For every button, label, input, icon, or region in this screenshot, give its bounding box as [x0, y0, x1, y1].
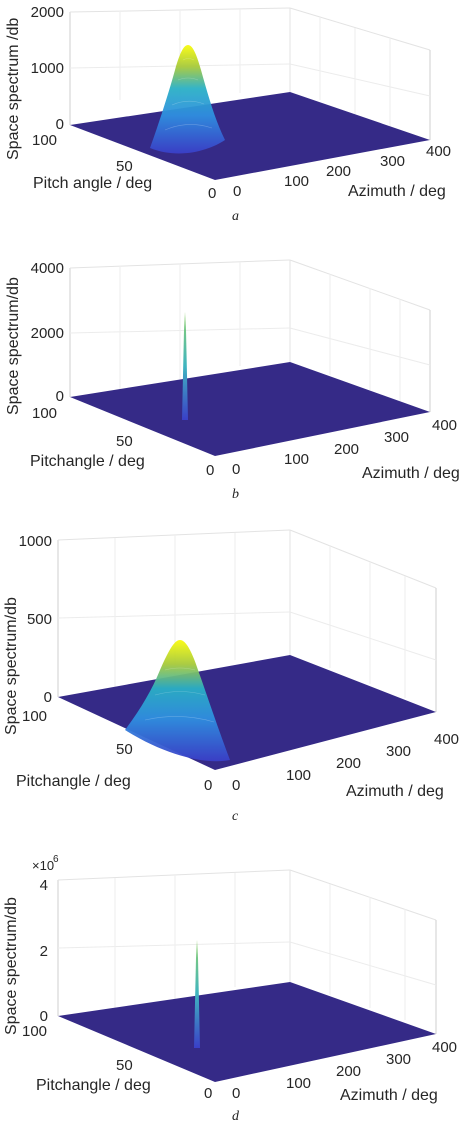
panel-d-ytick-100: 100	[22, 1023, 47, 1040]
panel-a-floor	[70, 92, 430, 180]
panel-a-ztick-2000: 2000	[31, 4, 64, 21]
panel-a-xtick-300: 300	[380, 153, 405, 170]
panel-b-ztick-0: 0	[56, 388, 64, 405]
panel-d-exponent-base: ×10	[32, 858, 54, 873]
panel-c-box	[57, 529, 437, 712]
panel-c-peak-mesh	[144, 667, 215, 723]
panel-b-box	[69, 259, 431, 412]
panel-c-ztick-0: 0	[44, 689, 52, 706]
panel-a: 2000 1000 0 100 50 0 0 100 200 300 400 S…	[5, 4, 451, 224]
panel-a-xtick-100: 100	[284, 173, 309, 190]
panel-a-ytick-50: 50	[116, 158, 133, 175]
panel-c-xtick-200: 200	[336, 755, 361, 772]
panel-b-ytick-100: 100	[32, 405, 57, 422]
panel-d-xtick-0: 0	[232, 1085, 240, 1102]
panel-b: 4000 2000 0 100 50 0 0 100 200 300 400 S…	[5, 259, 460, 502]
panel-a-ztick-1000: 1000	[31, 60, 64, 77]
panel-c-ytick-50: 50	[116, 741, 133, 758]
panel-b-caption: b	[232, 487, 239, 502]
panel-c-peak	[125, 640, 230, 762]
panel-b-xtick-300: 300	[384, 429, 409, 446]
panel-c-floor	[58, 655, 436, 770]
panel-a-ylabel: Pitch angle / deg	[33, 175, 152, 192]
panel-d-ztick-2: 2	[40, 943, 48, 960]
panel-d-xtick-200: 200	[336, 1063, 361, 1080]
panel-c-xtick-300: 300	[386, 743, 411, 760]
panel-b-xtick-400: 400	[432, 417, 457, 434]
panel-a-peak-mesh	[164, 58, 213, 131]
panel-d-ytick-0: 0	[204, 1085, 212, 1102]
panel-d-xtick-300: 300	[386, 1051, 411, 1068]
panel-d-xlabel: Azimuth / deg	[340, 1087, 438, 1104]
panel-a-caption: a	[232, 209, 239, 224]
panel-a-xlabel: Azimuth / deg	[348, 183, 446, 200]
panel-d-zlabel: Space spectrum/db	[3, 897, 20, 1035]
panel-d-ztick-4: 4	[40, 877, 48, 894]
panel-b-xtick-0: 0	[232, 461, 240, 478]
panel-a-ytick-0: 0	[208, 185, 216, 202]
panel-d-exponent: ×10 6	[32, 854, 59, 873]
panel-d-xtick-100: 100	[286, 1075, 311, 1092]
panel-c-xtick-100: 100	[286, 767, 311, 784]
panel-d-ytick-50: 50	[116, 1057, 133, 1074]
panel-c-xtick-400: 400	[434, 731, 459, 748]
panel-b-ztick-4000: 4000	[31, 260, 64, 277]
panel-b-xlabel: Azimuth / deg	[362, 465, 460, 482]
panel-d-exponent-power: 6	[53, 854, 59, 865]
panel-b-xtick-200: 200	[334, 441, 359, 458]
panel-c-ztick-1000: 1000	[19, 533, 52, 550]
panel-d: ×10 6 4 2 0 100 50 0 0 100 200 300 400 S…	[3, 854, 457, 1124]
panel-b-ytick-50: 50	[116, 433, 133, 450]
panel-a-zlabel: Space spectrum /db	[5, 18, 22, 160]
panel-b-ylabel: Pitchangle / deg	[30, 453, 145, 470]
panel-b-ytick-0: 0	[206, 462, 214, 479]
panel-b-floor	[70, 362, 430, 456]
panel-d-box	[57, 869, 437, 1034]
panel-b-ztick-2000: 2000	[31, 325, 64, 342]
panel-c-ytick-0: 0	[204, 777, 212, 794]
panel-c-ztick-500: 500	[27, 611, 52, 628]
panel-a-ztick-0: 0	[56, 116, 64, 133]
panel-c: 1000 500 0 100 50 0 0 100 200 300 400 Sp…	[3, 529, 459, 824]
panel-a-xtick-0: 0	[233, 183, 241, 200]
panel-b-spike	[182, 312, 188, 420]
panel-c-ytick-100: 100	[22, 708, 47, 725]
panel-a-ytick-100: 100	[32, 132, 57, 149]
panel-d-spike	[194, 940, 200, 1048]
panel-d-floor	[58, 982, 436, 1082]
panel-a-peak	[150, 45, 225, 154]
panel-b-xtick-100: 100	[284, 451, 309, 468]
panel-c-ylabel: Pitchangle / deg	[16, 773, 131, 790]
panel-c-zlabel: Space spectrum/db	[3, 597, 20, 735]
panel-a-xtick-400: 400	[426, 143, 451, 160]
panel-c-xtick-0: 0	[232, 777, 240, 794]
panel-b-zlabel: Space spectrum/db	[5, 277, 22, 415]
panel-d-ylabel: Pitchangle / deg	[36, 1077, 151, 1094]
panel-a-xtick-200: 200	[326, 163, 351, 180]
panel-d-xtick-400: 400	[432, 1039, 457, 1056]
panel-c-xlabel: Azimuth / deg	[346, 783, 444, 800]
panel-c-caption: c	[232, 809, 239, 824]
panel-d-caption: d	[232, 1109, 240, 1124]
panel-d-ztick-0: 0	[40, 1008, 48, 1025]
